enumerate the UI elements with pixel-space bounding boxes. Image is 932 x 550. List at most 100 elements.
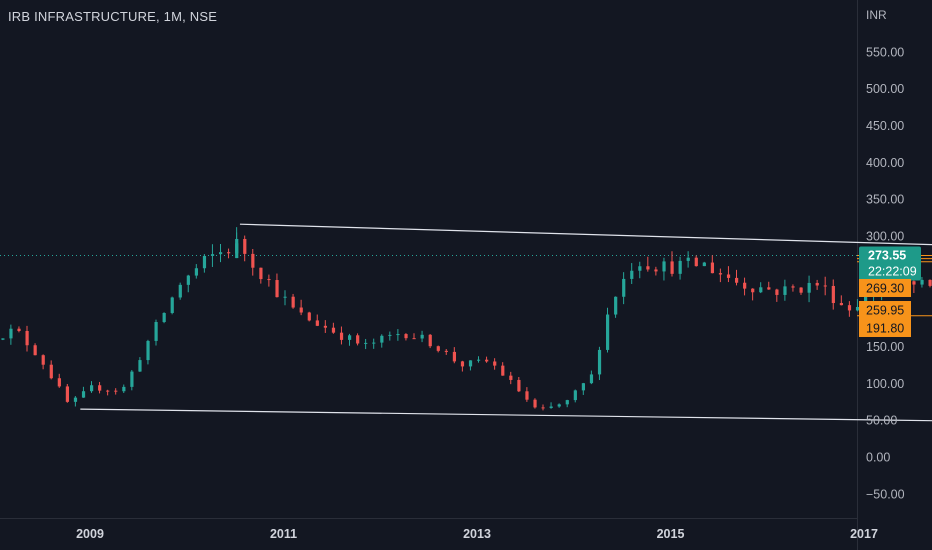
candle: [501, 362, 505, 376]
candle: [670, 251, 674, 277]
candle: [372, 338, 376, 349]
candle: [751, 288, 755, 301]
candle: [307, 311, 311, 322]
candle: [275, 273, 279, 298]
candle: [799, 287, 803, 295]
candle: [364, 338, 368, 350]
candle: [589, 370, 594, 385]
candle: [98, 381, 102, 394]
candle: [315, 314, 319, 327]
last-price-tag: 273.55 22:22:09: [859, 246, 921, 281]
candle: [49, 360, 53, 380]
candle: [565, 399, 569, 408]
last-price-value: 273.55: [868, 248, 906, 262]
chart-title: IRB INFRASTRUCTURE, 1M, NSE: [8, 9, 218, 24]
candle: [928, 279, 932, 288]
candle: [493, 358, 497, 370]
candle: [759, 282, 763, 294]
candle: [154, 319, 158, 346]
candle: [17, 326, 21, 333]
y-tick-label: 500.00: [866, 82, 904, 96]
candle: [9, 324, 13, 345]
candle: [823, 276, 827, 296]
candle: [815, 279, 819, 290]
candle: [718, 268, 723, 283]
y-tick-label: 400.00: [866, 156, 904, 170]
candle: [436, 345, 440, 353]
candle: [146, 339, 150, 365]
candle: [444, 349, 448, 355]
candle: [331, 322, 336, 334]
trendline[interactable]: [80, 408, 932, 429]
countdown-value: 22:22:09: [868, 264, 917, 278]
candle: [251, 248, 255, 276]
trendline[interactable]: [239, 223, 932, 256]
candle: [783, 279, 787, 301]
candle: [807, 275, 811, 303]
x-tick-label: 2009: [76, 527, 104, 541]
candle: [259, 267, 263, 284]
x-tick-label: 2015: [657, 527, 685, 541]
candle: [1, 338, 5, 341]
candle: [130, 370, 134, 391]
candle: [726, 266, 731, 283]
candle: [25, 325, 29, 352]
candle: [581, 382, 586, 395]
price-level-tag: 259.95: [859, 301, 911, 319]
price-level-value: 259.95: [866, 304, 904, 318]
candle: [122, 384, 126, 394]
candle: [73, 396, 78, 407]
candle: [735, 269, 739, 286]
candle: [41, 354, 45, 370]
candle: [662, 257, 666, 281]
candle: [194, 264, 199, 279]
candle: [654, 266, 658, 276]
candle: [396, 329, 400, 341]
candle: [235, 227, 239, 259]
y-tick-label: 300.00: [866, 229, 904, 243]
candle: [460, 360, 465, 372]
candle: [138, 357, 142, 372]
candle: [686, 251, 690, 268]
candle: [791, 284, 795, 292]
candle: [380, 334, 384, 348]
price-level-value: 269.30: [866, 282, 904, 296]
candle: [283, 290, 287, 306]
candle: [162, 312, 166, 324]
candle: [839, 295, 844, 306]
time-axis: 20092011201320152017201920212023: [76, 527, 878, 541]
candle: [57, 373, 61, 388]
candle: [597, 346, 602, 381]
price-level-tag: 191.80: [859, 319, 911, 337]
candle: [227, 248, 231, 259]
candle: [557, 403, 561, 408]
candle: [299, 299, 303, 316]
candle: [339, 326, 344, 345]
candle: [452, 347, 457, 364]
candle: [517, 376, 521, 393]
candle: [428, 334, 432, 349]
candle: [348, 333, 352, 346]
candle: [855, 299, 860, 312]
candle: [106, 389, 110, 396]
x-tick-label: 2011: [270, 527, 297, 541]
candle: [178, 282, 182, 300]
x-tick-label: 2017: [850, 527, 878, 541]
y-tick-label: −50.00: [866, 487, 905, 501]
candle: [775, 288, 779, 302]
candle: [412, 333, 416, 340]
candle: [210, 244, 215, 267]
candle: [219, 243, 223, 263]
candle: [65, 384, 70, 403]
candle: [767, 281, 771, 290]
candle: [186, 274, 190, 293]
candle: [533, 398, 537, 409]
candle: [477, 356, 481, 363]
candle: [831, 279, 835, 310]
y-tick-label: 50.00: [866, 414, 897, 428]
candle: [920, 276, 924, 288]
candle: [485, 356, 489, 363]
candle: [622, 272, 626, 305]
trendlines: [80, 223, 932, 429]
